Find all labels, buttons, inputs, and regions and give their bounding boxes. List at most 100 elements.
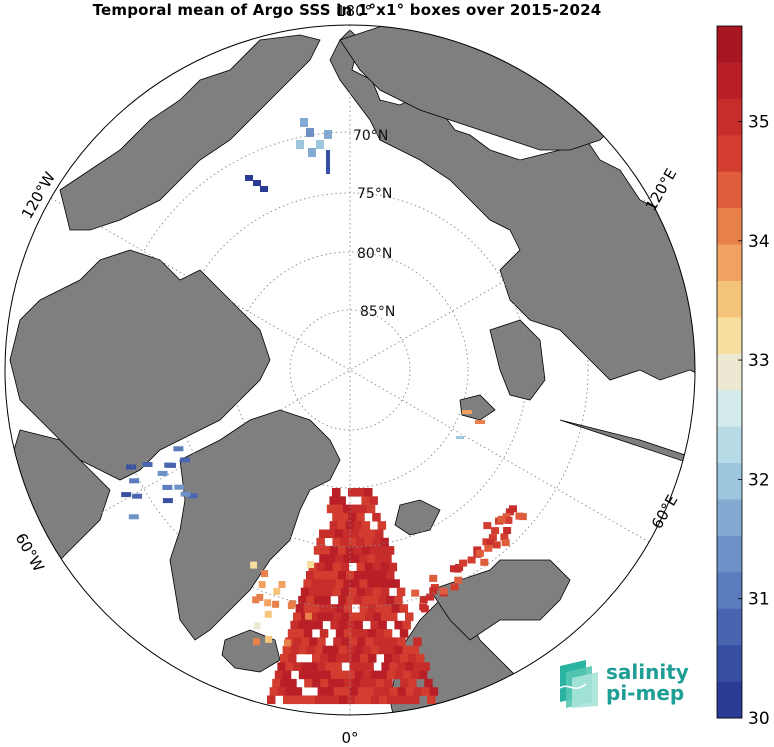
- sss-cell: [365, 637, 374, 646]
- sss-cell: [327, 579, 336, 588]
- sss-cell: [328, 678, 337, 688]
- sss-cell: [303, 604, 313, 613]
- colorbar-segment: [717, 26, 742, 63]
- sss-cell: [351, 529, 360, 539]
- sss-cell: [325, 612, 334, 622]
- sss-cell: [335, 554, 344, 563]
- sss-cell: [305, 612, 312, 620]
- sss-cell: [343, 604, 353, 613]
- sss-cell: [339, 695, 348, 705]
- sss-cell: [413, 687, 423, 696]
- sss-cell: [426, 593, 435, 601]
- sss-cell: [364, 537, 373, 547]
- sss-cell: [405, 662, 414, 671]
- sss-cell: [351, 579, 360, 588]
- sss-cell: [364, 562, 374, 572]
- sss-cell: [342, 504, 352, 514]
- sss-cell: [330, 670, 340, 680]
- sss-cell: [298, 645, 308, 655]
- sss-cell: [337, 496, 346, 505]
- sss-cell: [132, 493, 143, 499]
- sss-cell: [303, 629, 313, 638]
- sss-cell: [365, 687, 375, 696]
- sss-cell: [386, 571, 395, 580]
- colorbar-segment: [717, 317, 742, 355]
- sss-cell: [308, 148, 316, 157]
- sss-cell: [383, 629, 393, 638]
- sss-cell: [356, 512, 365, 522]
- sss-cell: [304, 678, 313, 688]
- land-finland: [429, 559, 571, 641]
- colorbar-segment: [717, 171, 742, 209]
- sss-cell: [384, 654, 393, 663]
- sss-cell: [307, 561, 315, 568]
- sss-cell: [324, 130, 332, 139]
- sss-cell: [373, 637, 382, 646]
- sss-cell: [264, 610, 272, 618]
- sss-cell: [299, 695, 308, 705]
- sss-cell: [348, 512, 357, 522]
- sss-cell: [344, 678, 353, 688]
- sss-cell: [166, 462, 176, 468]
- sss-cell: [340, 587, 350, 597]
- sss-cell: [337, 546, 347, 555]
- sss-cell: [287, 602, 295, 610]
- sss-cell: [295, 629, 305, 638]
- sss-cell: [369, 496, 378, 505]
- sss-cell: [413, 637, 422, 646]
- sss-cell: [386, 595, 395, 605]
- sss-cell: [405, 612, 414, 622]
- sss-cell: [394, 620, 403, 630]
- colorbar-frame: [716, 25, 743, 719]
- sss-cell: [372, 537, 381, 547]
- sss-cell: [264, 599, 272, 607]
- sss-cell: [316, 587, 326, 597]
- sss-cell: [317, 687, 327, 696]
- sss-cell: [303, 579, 312, 588]
- sss-cell: [378, 620, 387, 630]
- sss-cell: [298, 595, 307, 605]
- sss-cell: [306, 645, 316, 655]
- sss-cell: [282, 645, 292, 655]
- sss-cell: [394, 595, 403, 605]
- sss-cell: [284, 639, 291, 647]
- sss-cell: [454, 576, 463, 584]
- sss-cell: [354, 620, 363, 630]
- lat-label-85: 85°N: [360, 304, 395, 320]
- sss-cell: [345, 546, 355, 555]
- sss-cell: [486, 539, 495, 547]
- sss-cell: [418, 670, 428, 680]
- sss-cell: [314, 620, 323, 630]
- sss-cell: [278, 581, 286, 588]
- sss-cell: [180, 457, 191, 463]
- land-layer: [5, 25, 695, 715]
- sss-cell: [340, 537, 349, 547]
- sss-cell: [462, 410, 472, 414]
- sss-cell: [282, 670, 292, 680]
- sss-cell: [353, 521, 363, 530]
- sss-cell: [317, 662, 326, 671]
- sss-cell: [459, 559, 468, 567]
- sss-cell: [173, 446, 184, 452]
- sss-cell: [128, 514, 139, 520]
- sss-cell: [346, 620, 355, 630]
- sss-cell: [301, 662, 310, 671]
- sss-cell: [372, 512, 381, 522]
- sss-cell: [383, 554, 392, 563]
- sss-cell: [389, 662, 398, 671]
- sss-cell: [502, 513, 511, 521]
- sss-cell: [364, 488, 373, 497]
- sss-cell: [348, 537, 357, 547]
- sss-cell: [335, 579, 344, 588]
- sss-cell: [341, 637, 350, 646]
- sss-cell: [400, 654, 409, 663]
- sss-cell: [349, 612, 358, 622]
- sss-cell: [261, 570, 269, 578]
- sss-cell: [309, 662, 318, 671]
- sss-cell: [399, 629, 409, 638]
- sss-cell: [501, 539, 510, 547]
- sss-cell: [411, 695, 420, 705]
- sss-cell: [372, 587, 382, 597]
- sss-cell: [394, 645, 404, 655]
